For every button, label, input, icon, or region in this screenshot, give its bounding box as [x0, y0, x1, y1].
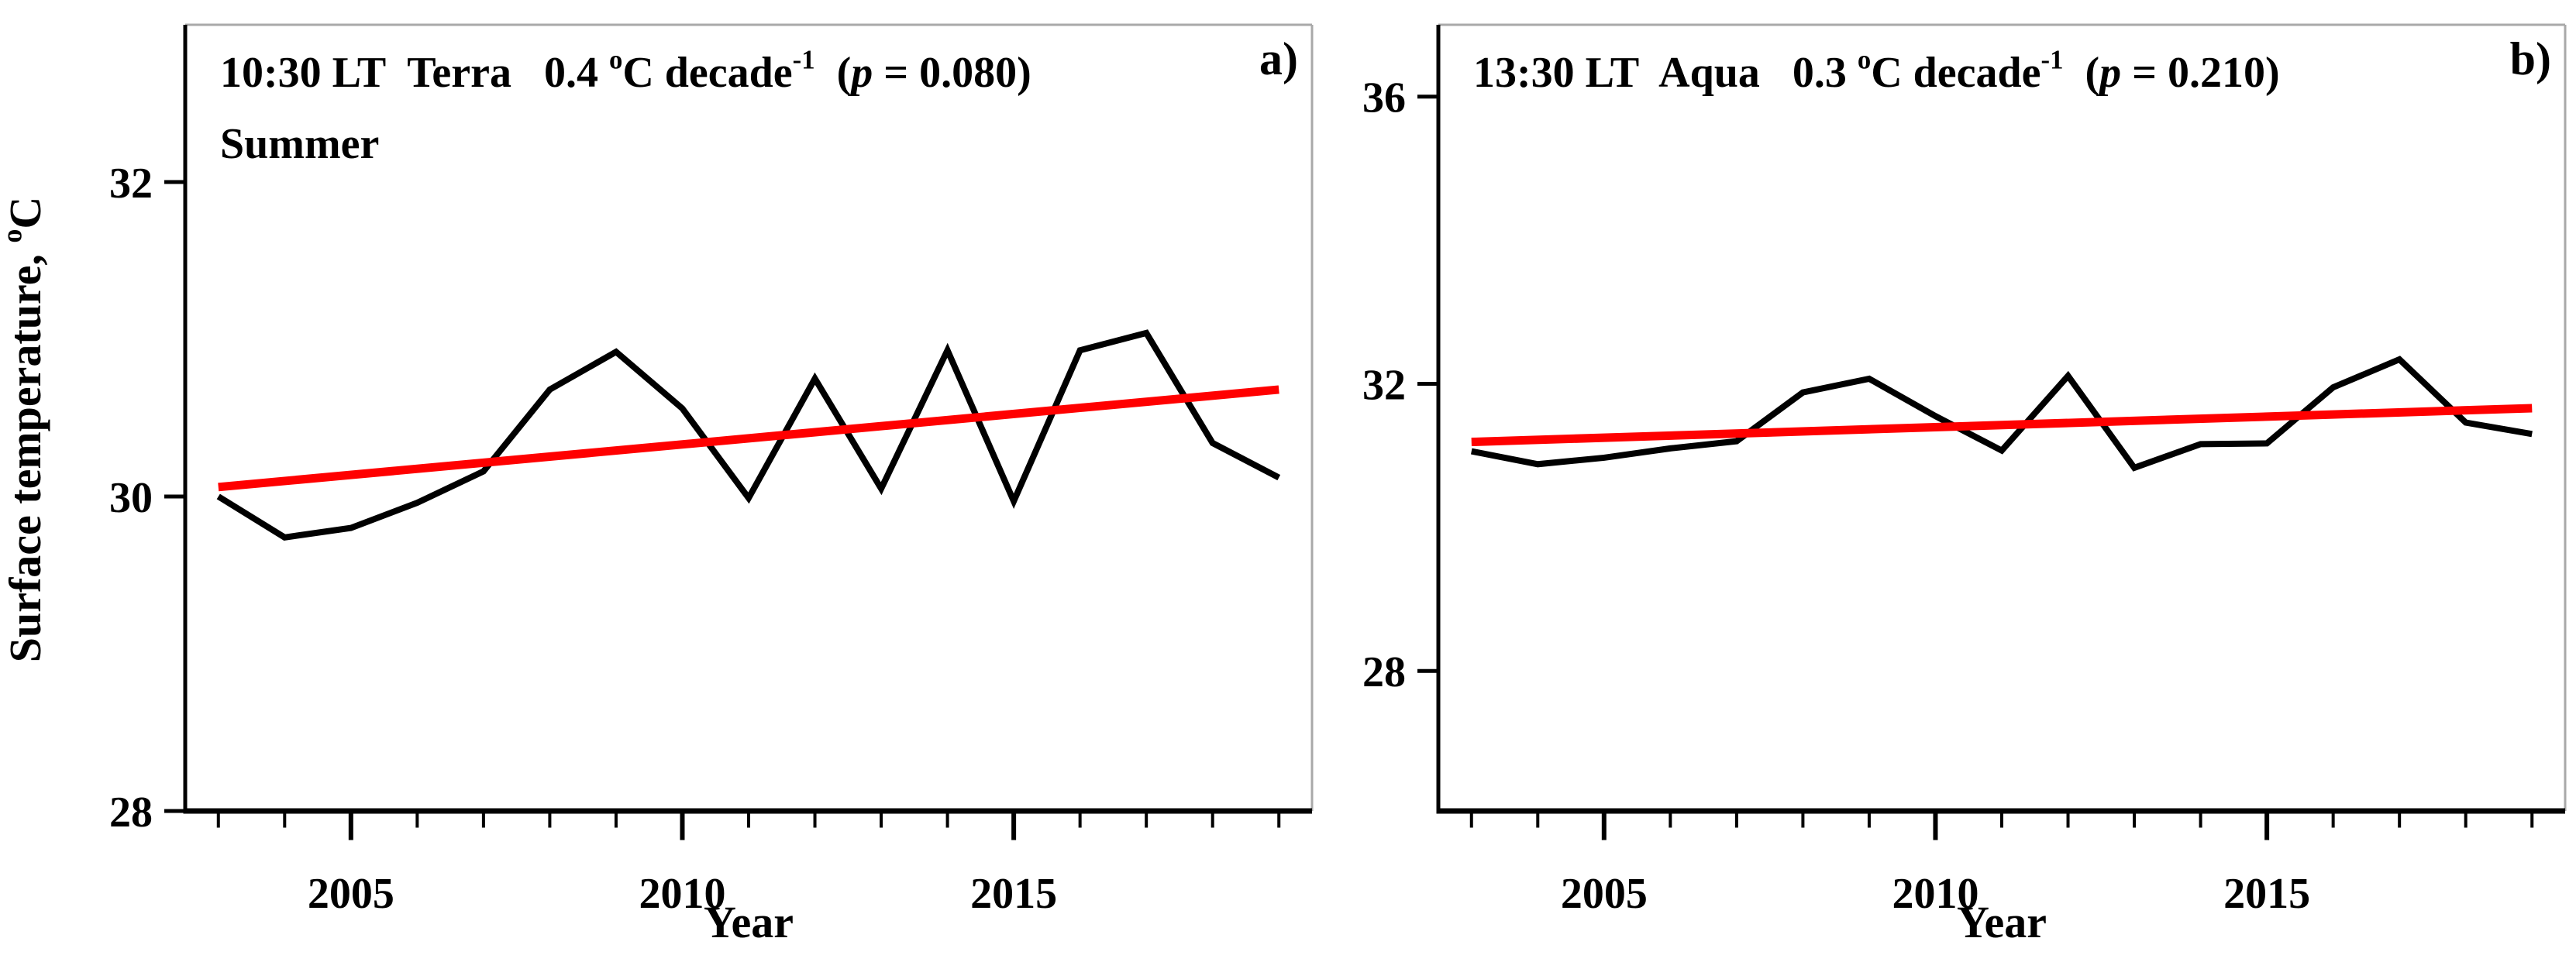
y-tick-label: 30 [109, 474, 153, 522]
aqua-surface-temperature-line [1470, 356, 2533, 472]
panel-corner-label: a) [1259, 33, 1298, 84]
x-tick-label: 2005 [1561, 870, 1648, 918]
x-tick-label: 2015 [2223, 870, 2310, 918]
panel-annotation-season: Summer [220, 120, 379, 168]
x-tick-label: 2005 [308, 870, 394, 918]
x-tick-label: 2015 [970, 870, 1057, 918]
y-tick-label: 28 [109, 789, 153, 837]
panel-annotation-line1: 13:30 LT Aqua 0.3 oC decade-1 (p = 0.210… [1473, 44, 2280, 97]
terra-linear-trend-line [218, 385, 1279, 492]
x-tick-label: 2010 [1892, 870, 1978, 918]
y-tick-label: 36 [1362, 74, 1406, 122]
y-axis-title: Surface temperature, oC [0, 197, 50, 663]
terra-surface-temperature-line [216, 329, 1281, 541]
y-tick-label: 28 [1362, 648, 1406, 696]
y-tick-label: 32 [1362, 361, 1406, 409]
panel-annotation-line1: 10:30 LT Terra 0.4 oC decade-1 (p = 0.08… [220, 44, 1031, 97]
x-tick-label: 2010 [639, 870, 725, 918]
aqua-linear-trend-line [1471, 404, 2533, 447]
x-axis-title: Year [704, 897, 794, 947]
y-tick-label: 32 [109, 160, 153, 208]
panel-corner-label: b) [2510, 33, 2551, 84]
x-axis-title: Year [1957, 897, 2047, 947]
